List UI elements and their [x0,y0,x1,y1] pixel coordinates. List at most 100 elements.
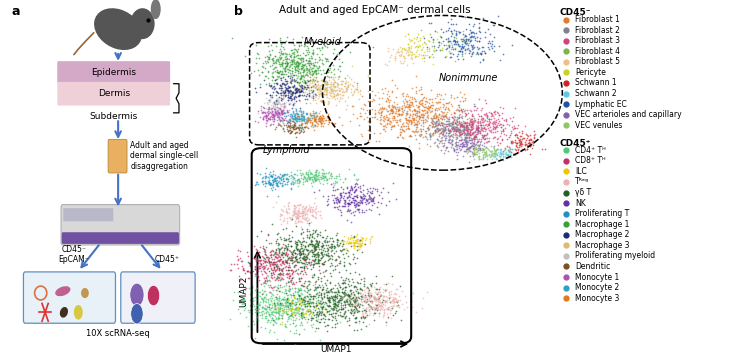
Point [452,48,464,54]
Point [322,193,334,198]
Point [278,261,290,267]
Point [450,118,462,123]
Point [459,113,471,119]
Point [355,234,367,240]
Point [454,98,466,104]
Point [303,302,315,308]
Point [274,106,286,112]
Point [293,92,305,98]
Point [314,176,326,182]
Point [285,58,297,63]
Point [288,202,300,208]
Point [380,322,392,328]
Point [364,304,376,310]
Point [286,47,298,53]
Point [291,212,303,218]
Point [379,126,391,131]
Point [288,181,300,186]
Point [451,122,463,127]
Point [327,307,339,313]
Point [286,260,298,266]
Point [306,213,318,218]
Point [262,329,274,335]
Point [308,272,320,278]
Point [277,50,289,56]
Point [394,126,406,132]
Point [487,122,499,127]
Point [465,121,477,127]
Point [282,97,294,103]
Point [320,177,332,182]
Point [267,252,279,258]
Point [272,297,284,303]
Point [274,68,286,74]
Point [272,183,284,189]
Point [282,176,294,182]
Point [315,294,327,300]
Point [284,117,296,123]
Point [280,301,292,306]
Point [489,150,501,156]
Point [260,306,272,312]
Point [268,266,280,272]
Point [484,127,496,132]
Point [312,256,324,262]
Point [314,48,326,54]
Point [275,55,287,61]
Point [258,265,270,271]
Point [466,130,478,136]
Point [358,195,370,201]
Point [286,57,298,63]
Point [293,265,305,270]
Point [465,54,477,59]
Point [466,113,478,119]
Point [466,119,478,125]
Point [430,112,442,118]
Point [278,117,290,123]
Point [264,52,276,58]
Point [298,301,310,307]
Point [258,258,270,264]
Point [408,106,420,112]
Point [256,253,268,259]
Point [466,121,478,127]
Point [509,137,521,143]
Point [296,313,308,319]
Point [256,304,268,309]
Point [514,138,526,144]
Point [340,318,352,324]
Point [264,296,276,301]
Point [265,290,277,296]
Point [268,116,280,122]
Point [310,59,322,64]
Point [299,89,311,95]
Point [469,36,481,41]
Point [325,171,337,177]
Point [283,288,295,294]
Point [264,180,276,186]
Point [328,297,340,303]
Point [410,102,422,108]
Point [287,50,299,55]
Point [304,279,316,285]
Point [314,257,326,262]
Point [454,147,466,153]
Point [317,175,329,181]
Point [502,136,514,142]
Point [352,300,364,306]
Point [417,117,429,123]
Point [333,242,345,248]
Point [329,266,341,272]
Point [266,252,278,258]
Point [333,51,345,57]
Point [251,179,263,185]
Ellipse shape [60,307,68,318]
Point [474,141,486,147]
Point [320,309,332,315]
Point [442,105,454,111]
Point [455,137,467,143]
Point [391,303,403,309]
Point [403,102,415,108]
Point [285,310,297,316]
Point [354,286,366,292]
